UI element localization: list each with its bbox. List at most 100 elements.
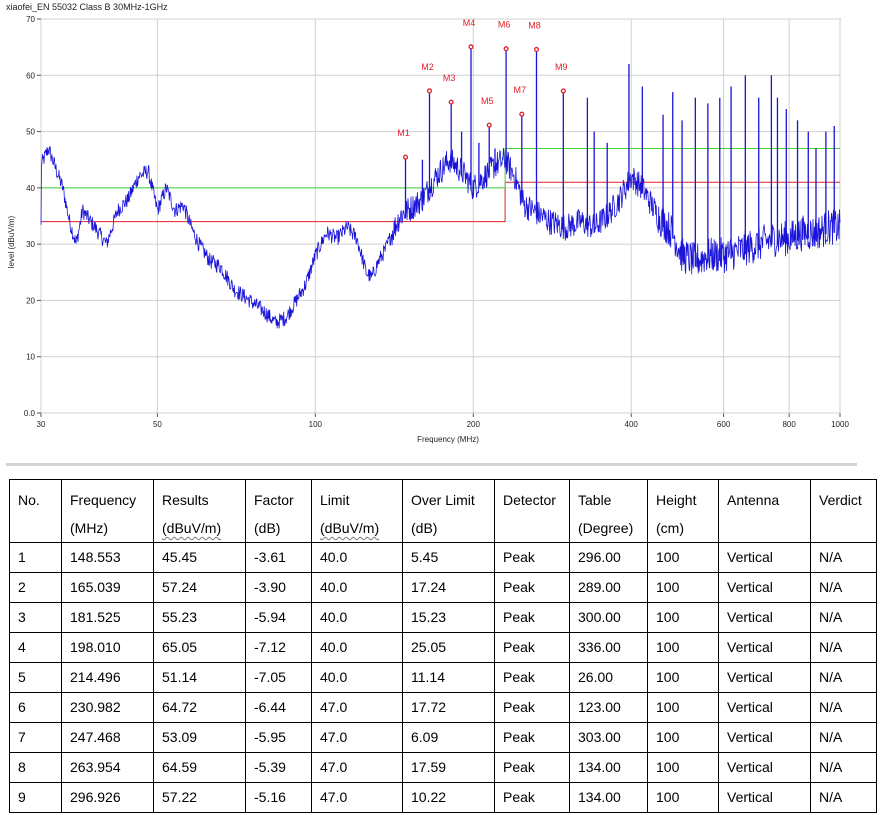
peak-marker-label: M5 <box>481 96 494 106</box>
y-axis-title: level (dBuV/m) <box>7 215 16 268</box>
table-cell: N/A <box>810 542 877 573</box>
y-tick-label: 70 <box>26 15 35 24</box>
table-cell: 300.00 <box>569 602 648 633</box>
table-cell: 51.14 <box>153 662 246 693</box>
table-cell: 40.0 <box>311 542 403 573</box>
x-axis-title: Frequency (MHz) <box>417 435 479 444</box>
table-cell: -5.16 <box>245 782 312 813</box>
table-cell: 57.24 <box>153 572 246 603</box>
table-cell: 47.0 <box>311 752 403 783</box>
x-tick-label: 600 <box>717 420 731 429</box>
table-cell: Peak <box>494 722 570 753</box>
column-header-unit: (dBuV/m) <box>162 520 222 536</box>
peak-marker-dot <box>426 88 433 94</box>
column-header-unit: (dBuV/m) <box>320 520 380 536</box>
table-cell: 123.00 <box>569 692 648 723</box>
table-cell: Vertical <box>718 692 811 723</box>
table-cell: 40.0 <box>311 572 403 603</box>
plot-area <box>40 18 841 414</box>
peak-marker-label: M8 <box>528 20 541 30</box>
table-cell: 40.0 <box>311 632 403 663</box>
table-cell: 1 <box>9 542 62 573</box>
column-header: Frequency (MHz) <box>61 479 154 543</box>
column-header-title: No. <box>18 492 40 508</box>
column-header: Detector <box>494 479 570 543</box>
peak-marker-dot <box>519 111 525 117</box>
table-cell: 11.14 <box>402 662 495 693</box>
table-cell: 47.0 <box>311 692 403 723</box>
table-cell: -5.94 <box>245 602 312 633</box>
column-header: Results (dBuV/m) <box>153 479 246 543</box>
table-cell: N/A <box>810 752 877 783</box>
peak-marker-label: M2 <box>421 62 434 72</box>
table-cell: 25.05 <box>402 632 495 663</box>
table-cell: N/A <box>810 722 877 753</box>
table-cell: 100 <box>647 752 719 783</box>
table-cell: N/A <box>810 782 877 813</box>
table-cell: Peak <box>494 602 570 633</box>
table-cell: 17.24 <box>402 572 495 603</box>
table-cell: 134.00 <box>569 782 648 813</box>
table-cell: 148.553 <box>61 542 154 573</box>
y-tick-label: 0.0 <box>24 409 36 418</box>
table-cell: 100 <box>647 602 719 633</box>
table-cell: 165.039 <box>61 572 154 603</box>
table-cell: 296.00 <box>569 542 648 573</box>
table-row: 9 296.926 57.22 -5.16 47.0 10.22 Peak 134.00 100… <box>9 782 877 813</box>
column-header: Limit (dBuV/m) <box>311 479 403 543</box>
x-tick-label: 50 <box>153 420 162 429</box>
table-cell: 10.22 <box>402 782 495 813</box>
table-cell: 5.45 <box>402 542 495 573</box>
column-header-title: Frequency <box>70 492 137 508</box>
table-header-row: No. Frequency (MHz) Results (dBuV/m) Factor (d… <box>9 479 877 543</box>
column-header-title: Height <box>656 492 697 508</box>
table-cell: -3.61 <box>245 542 312 573</box>
table-row: 2 165.039 57.24 -3.90 40.0 17.24 Peak 289.00 100… <box>9 572 877 603</box>
peak-marker-label: M7 <box>514 85 527 95</box>
column-header-unit: (Degree) <box>578 520 634 536</box>
table-cell: 8 <box>9 752 62 783</box>
table-cell: 4 <box>9 632 62 663</box>
peak-marker-label: M3 <box>443 73 456 83</box>
table-cell: 6.09 <box>402 722 495 753</box>
peak-marker-dot <box>402 154 409 160</box>
table-cell: Peak <box>494 632 570 663</box>
table-cell: 47.0 <box>311 722 403 753</box>
y-tick-label: 10 <box>26 353 35 362</box>
peak-marker-dot <box>486 122 492 128</box>
table-row: 1 148.553 45.45 -3.61 40.0 5.45 Peak 296.00 100 V… <box>9 542 877 573</box>
column-header: Over Limit (dB) <box>402 479 495 543</box>
peak-markers: M1 M2 M3 M4 M5 M6 M7 M8 M9 <box>397 18 568 160</box>
table-cell: Peak <box>494 752 570 783</box>
table-cell: 3 <box>9 602 62 633</box>
column-header-unit: (dB) <box>411 520 438 536</box>
y-tick-label: 40 <box>26 184 35 193</box>
table-cell: 247.468 <box>61 722 154 753</box>
column-header-title: Detector <box>503 492 556 508</box>
table-row: 6 230.982 64.72 -6.44 47.0 17.72 Peak 123.00 100… <box>9 692 877 723</box>
y-tick-label: 60 <box>26 71 35 80</box>
table-cell: 53.09 <box>153 722 246 753</box>
column-header-title: Antenna <box>727 492 780 508</box>
table-cell: -5.95 <box>245 722 312 753</box>
peak-marker-dot <box>560 88 566 94</box>
y-tick-label: 30 <box>26 240 35 249</box>
table-cell: N/A <box>810 572 877 603</box>
table-cell: Peak <box>494 692 570 723</box>
column-header: Table (Degree) <box>569 479 648 543</box>
table-cell: Vertical <box>718 722 811 753</box>
section-divider <box>6 463 857 466</box>
column-header-title: Over Limit <box>411 492 475 508</box>
table-cell: 26.00 <box>569 662 648 693</box>
table-cell: 57.22 <box>153 782 246 813</box>
table-cell: 181.525 <box>61 602 154 633</box>
table-cell: 100 <box>647 572 719 603</box>
table-row: 8 263.954 64.59 -5.39 47.0 17.59 Peak 134.00 100… <box>9 752 877 783</box>
trace-line <box>40 146 841 329</box>
table-cell: Vertical <box>718 662 811 693</box>
peak-marker-dot <box>533 46 540 53</box>
column-header: Antenna <box>718 479 811 543</box>
table-cell: 263.954 <box>61 752 154 783</box>
x-tick-label: 800 <box>782 420 796 429</box>
table-cell: 40.0 <box>311 662 403 693</box>
